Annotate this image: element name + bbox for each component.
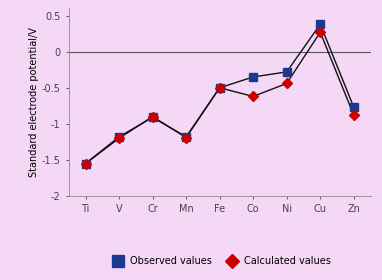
Y-axis label: Standard electrode potential/V: Standard electrode potential/V	[29, 27, 39, 177]
Legend: Observed values, Calculated values: Observed values, Calculated values	[104, 252, 335, 270]
